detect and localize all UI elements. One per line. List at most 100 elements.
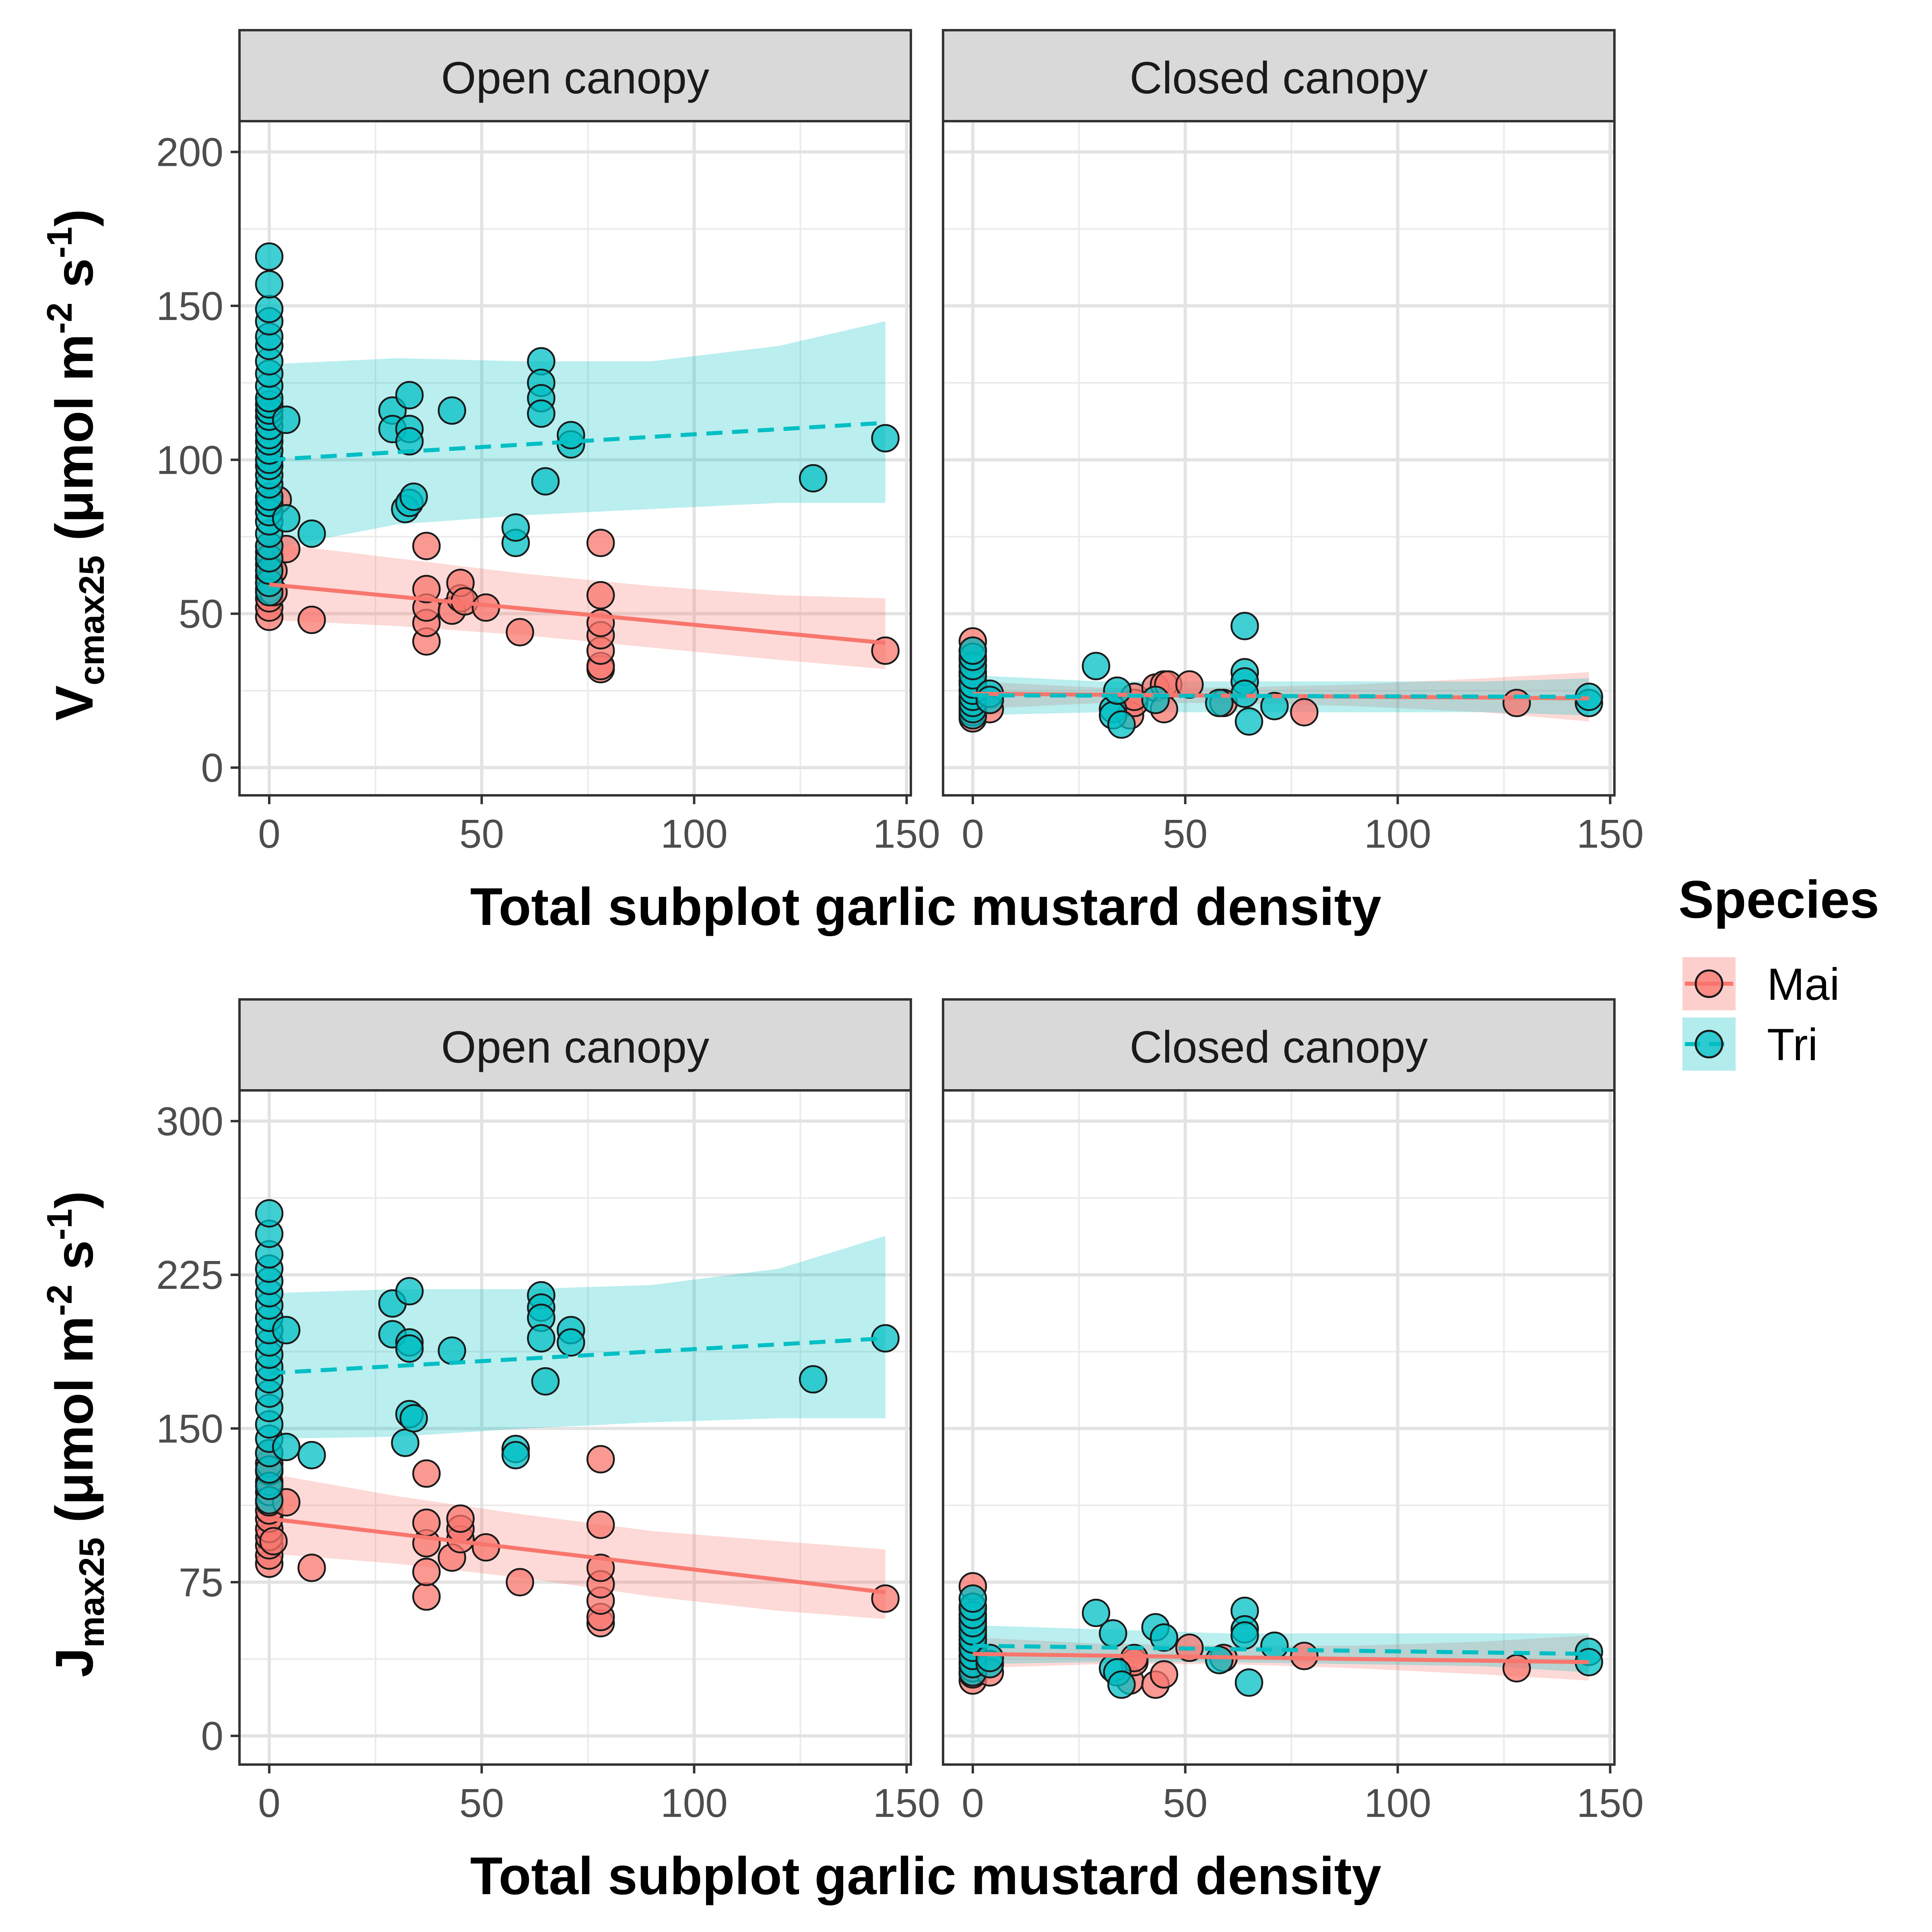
data-point-mai — [297, 1553, 326, 1582]
data-point-tri — [1107, 710, 1136, 739]
fit-line-mai — [972, 691, 1589, 701]
data-point-tri — [958, 636, 987, 665]
legend-label-tri: Tri — [1767, 1020, 1818, 1070]
fit-line-mai — [972, 1652, 1589, 1664]
data-point-mai — [586, 1511, 615, 1539]
legend-title: Species — [1678, 870, 1879, 929]
y-tick-label: 75 — [179, 1560, 223, 1605]
strip-label: Closed canopy — [1130, 53, 1428, 103]
panel-4: 0 50 100 150 — [942, 1089, 1644, 1826]
x-tick-label: 50 — [1163, 1781, 1208, 1826]
data-point-tri — [399, 482, 428, 511]
x-tick-label: 100 — [1364, 811, 1431, 857]
x-axis-title-bottom: Total subplot garlic mustard density — [470, 1846, 1381, 1905]
data-point-tri — [531, 1367, 560, 1396]
x-tick-label: 150 — [1577, 811, 1644, 857]
x-tick-label: 150 — [873, 1781, 940, 1826]
data-point-tri — [272, 1432, 301, 1461]
y-tick-label: 150 — [156, 1406, 223, 1451]
data-point-tri — [958, 1584, 987, 1613]
strip-label: Open canopy — [441, 53, 709, 103]
data-point-tri — [557, 421, 585, 450]
data-point-mai — [412, 575, 441, 603]
x-tick-label: 50 — [459, 1781, 504, 1826]
y-tick-label: 300 — [156, 1099, 223, 1144]
data-point-tri — [527, 1324, 555, 1353]
data-point-tri — [531, 467, 560, 496]
y-tick-label: 200 — [156, 130, 223, 175]
data-point-tri — [1141, 685, 1170, 714]
data-point-tri — [272, 1316, 301, 1344]
data-point-tri — [391, 1428, 419, 1457]
facet-strip-open-bottom: Open canopy — [238, 998, 912, 1092]
data-point-tri — [799, 1365, 828, 1394]
data-point-tri — [1230, 1621, 1259, 1650]
data-point-tri — [1082, 652, 1110, 681]
data-point-tri — [272, 405, 301, 434]
y-tick-label: 0 — [201, 1714, 223, 1759]
x-tick-label: 150 — [1577, 1781, 1644, 1826]
data-point-tri — [1082, 1599, 1110, 1627]
data-point-tri — [395, 1277, 424, 1306]
data-point-mai — [586, 1553, 615, 1582]
y-axis-title-top: Vcmax25 (μmol m-2 s-1) — [39, 209, 111, 721]
legend: Species Mai Tri — [1678, 870, 1879, 1071]
data-point-tri — [438, 1336, 466, 1365]
data-point-tri — [272, 504, 301, 533]
data-point-tri — [255, 270, 284, 299]
facet-strip-closed-bottom: Closed canopy — [942, 998, 1616, 1092]
confidence-band-mai — [269, 543, 886, 669]
facet-strip-open-top: Open canopy — [238, 29, 912, 122]
data-point-mai — [412, 1558, 441, 1586]
x-tick-label: 100 — [1364, 1781, 1431, 1826]
panel-2: 0 50 100 150 — [942, 120, 1644, 857]
data-point-mai — [259, 1527, 288, 1556]
data-point-tri — [557, 1328, 585, 1357]
data-point-tri — [395, 1334, 424, 1363]
strip-label: Open canopy — [441, 1022, 709, 1072]
data-point-tri — [799, 464, 828, 493]
data-point-mai — [297, 605, 326, 634]
data-point-tri — [1234, 707, 1263, 736]
data-point-tri — [297, 519, 326, 548]
panel-3: 0 50 100 150 0 75 150 225 300 — [156, 1089, 940, 1826]
x-tick-label: 0 — [962, 1781, 984, 1826]
data-point-mai — [506, 618, 535, 646]
data-point-tri — [871, 424, 900, 453]
data-point-tri — [255, 242, 284, 271]
data-point-tri — [527, 399, 555, 428]
data-point-tri — [501, 513, 530, 542]
data-point-mai — [586, 1445, 615, 1474]
legend-key-tri — [1682, 1018, 1736, 1071]
y-axis-title-bottom: Jmax25 (μmol m-2 s-1) — [39, 1191, 111, 1677]
y-tick-label: 0 — [201, 745, 223, 791]
data-point-tri — [255, 295, 284, 323]
data-point-mai — [1290, 1641, 1319, 1670]
data-point-tri — [1103, 676, 1132, 705]
data-point-tri — [1150, 1623, 1179, 1652]
data-point-tri — [297, 1441, 326, 1470]
data-point-tri — [438, 396, 466, 425]
fit-line-mai — [269, 582, 886, 645]
data-point-tri — [1260, 691, 1289, 720]
data-point-tri — [255, 1199, 284, 1228]
data-point-mai — [1290, 698, 1319, 727]
data-point-mai — [1150, 1660, 1179, 1689]
data-point-tri — [1260, 1631, 1289, 1660]
data-point-mai — [586, 581, 615, 610]
data-point-tri — [395, 381, 424, 409]
facet-strip-closed-top: Closed canopy — [942, 29, 1616, 122]
x-tick-label: 0 — [258, 811, 281, 857]
data-point-tri — [501, 1441, 530, 1470]
x-tick-label: 0 — [258, 1781, 281, 1826]
data-point-tri — [975, 685, 1004, 714]
x-tick-label: 0 — [962, 811, 984, 857]
data-point-tri — [1107, 1670, 1136, 1699]
x-tick-label: 100 — [661, 1781, 728, 1826]
data-point-mai — [446, 1504, 475, 1533]
y-tick-label: 50 — [179, 592, 223, 637]
data-point-mai — [412, 1582, 441, 1611]
fit-line-mai — [269, 1517, 886, 1595]
